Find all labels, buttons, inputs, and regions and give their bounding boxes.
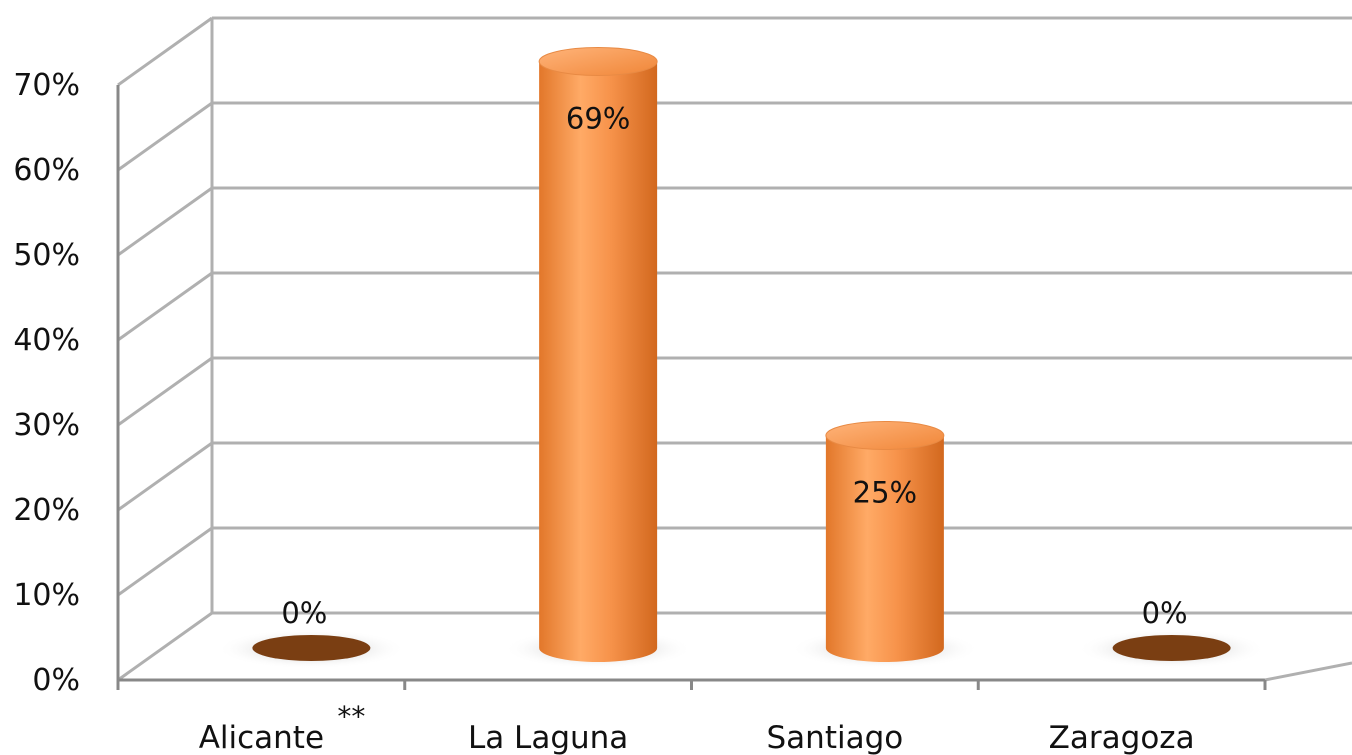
gridline-depth (117, 186, 213, 257)
y-tick-label: 60% (13, 153, 80, 188)
bar-body (825, 435, 944, 663)
label-layer: 0% 10% 20% 30% 40% 50% 60% 70% Alicante ** La Lagu… (13, 68, 1194, 755)
data-label: 25% (853, 476, 917, 510)
gridline-depth (117, 611, 213, 682)
bar-zero-disc (252, 635, 371, 661)
data-label: 0% (281, 596, 327, 630)
y-tick-label: 50% (13, 238, 80, 273)
gridline-depth (117, 356, 213, 427)
y-tick-label: 10% (13, 578, 80, 613)
gridline-depth (117, 16, 213, 87)
gridline-depth (117, 271, 213, 342)
x-tick-label: Santiago (767, 720, 904, 755)
bar (503, 47, 693, 669)
category-marker: ** (337, 700, 365, 733)
y-tick-label: 0% (32, 663, 80, 698)
gridline-depth (117, 441, 213, 512)
bar-layer (216, 47, 1267, 669)
y-tick-label: 30% (13, 408, 80, 443)
data-label: 69% (566, 102, 630, 136)
y-tick-label: 40% (13, 323, 80, 358)
bar (216, 629, 406, 669)
bar-top (825, 421, 945, 450)
bar-zero-disc (1112, 635, 1231, 661)
floor-right-edge (1264, 661, 1352, 682)
gridline-depth (117, 101, 213, 172)
bar (1077, 629, 1267, 669)
grid-layer (117, 16, 1352, 682)
bar-body (539, 61, 658, 663)
data-label: 0% (1142, 596, 1188, 630)
bar-top (538, 47, 658, 76)
axis-layer (116, 85, 1352, 690)
x-tick-label: La Laguna (468, 720, 628, 755)
gridline-depth (117, 526, 213, 597)
x-tick-label: Alicante (199, 720, 324, 755)
x-tick-label: Zaragoza (1049, 720, 1195, 755)
y-tick-label: 70% (13, 68, 80, 103)
y-tick-label: 20% (13, 493, 80, 528)
bar (790, 421, 980, 669)
